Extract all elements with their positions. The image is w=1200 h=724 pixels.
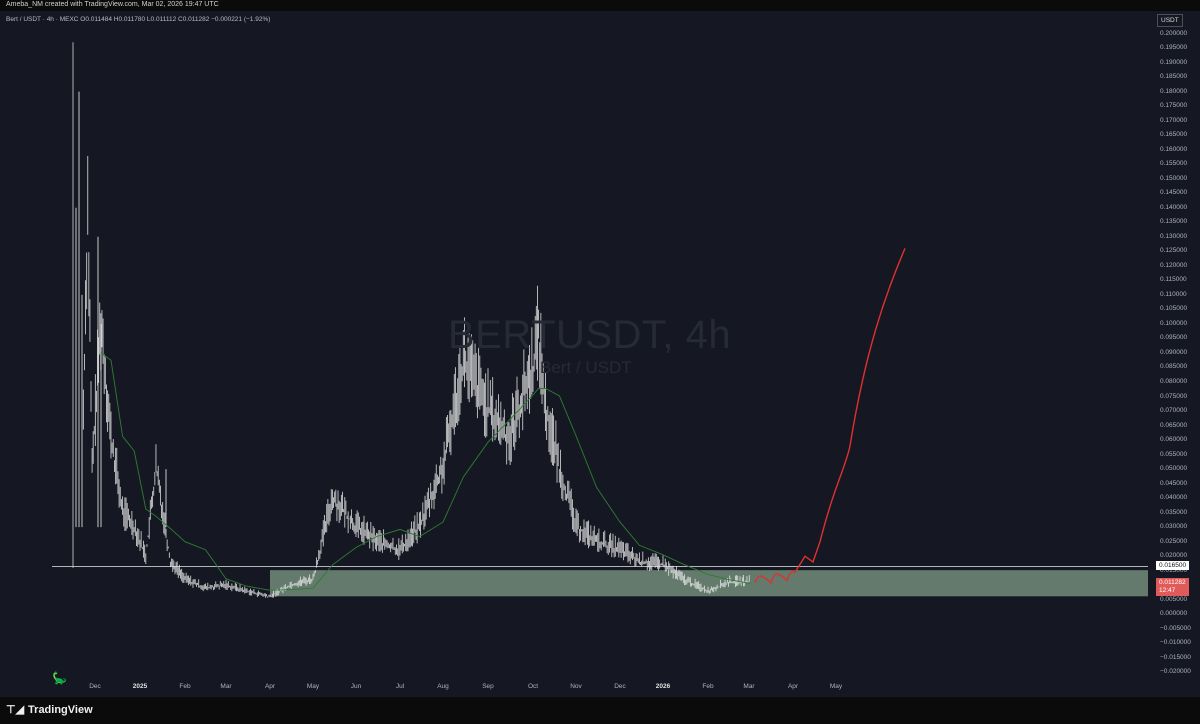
time-axis-label: Nov: [570, 683, 582, 690]
time-axis-label: May: [829, 683, 843, 690]
tv-logo-icon: ⊤◢: [6, 704, 25, 716]
price-axis-label: 0.085000: [1160, 363, 1188, 371]
ohlc-values: O0.011484 H0.011780 L0.011112 C0.011282 …: [80, 16, 271, 23]
price-axis-label: 0.135000: [1160, 218, 1188, 226]
price-axis-label: 0.075000: [1160, 392, 1188, 400]
time-axis-label: Apr: [264, 683, 276, 690]
price-axis-label: 0.175000: [1160, 102, 1188, 110]
price-axis-label: 0.005000: [1160, 595, 1188, 603]
price-axis-label: 0.155000: [1160, 160, 1188, 168]
price-axis-label: 0.030000: [1160, 523, 1188, 531]
time-axis-label: Feb: [179, 683, 191, 690]
price-axis-label: 0.180000: [1160, 87, 1188, 95]
price-axis-label: 0.165000: [1160, 131, 1188, 139]
price-axis-label: 0.100000: [1160, 319, 1188, 327]
moving-average-line: [100, 352, 751, 591]
price-axis-label: 0.070000: [1160, 407, 1188, 415]
price-axis-label: 0.050000: [1160, 465, 1188, 473]
price-axis-label: 0.080000: [1160, 377, 1188, 385]
time-axis-label: Apr: [787, 683, 799, 690]
time-axis-label: Jun: [350, 683, 362, 690]
price-axis-label: 0.045000: [1160, 479, 1188, 487]
time-axis-label: May: [306, 683, 320, 690]
price-axis-label: 0.040000: [1160, 494, 1188, 502]
price-axis-label: 0.140000: [1160, 203, 1188, 211]
time-axis-label: Feb: [702, 683, 714, 690]
price-axis-label: 0.035000: [1160, 508, 1188, 516]
price-axis-label: 0.125000: [1160, 247, 1188, 255]
price-axis-label: 0.095000: [1160, 334, 1188, 342]
price-axis-label: 0.110000: [1160, 290, 1187, 298]
price-axis-label: 0.020000: [1160, 552, 1188, 560]
symbol-legend: Bert / USDT · 4h · MEXC O0.011484 H0.011…: [6, 16, 270, 23]
last-price-tag: 0.011282 12:47: [1156, 578, 1189, 596]
time-axis-label: Mar: [220, 683, 232, 690]
price-axis-label: 0.145000: [1160, 189, 1188, 197]
price-axis-label: −0.015000: [1160, 653, 1191, 661]
price-axis-label: 0.185000: [1160, 73, 1188, 81]
price-axis-label: 0.200000: [1160, 29, 1188, 37]
price-axis-label: 0.055000: [1160, 450, 1188, 458]
top-caption-bar: Ameba_NM created with TradingView.com, M…: [0, 0, 1200, 11]
symbol-watermark-subtitle: Bert / USDT: [540, 358, 632, 377]
price-axis-label: 0.000000: [1160, 610, 1188, 618]
price-axis-label: 0.130000: [1160, 232, 1188, 240]
brand-name: TradingView: [28, 703, 93, 716]
price-axis-label: 0.150000: [1160, 174, 1188, 182]
price-axis-label: 0.025000: [1160, 537, 1188, 545]
price-axis-label: 0.170000: [1160, 116, 1188, 124]
chart-pane[interactable]: Bert / USDT · 4h · MEXC O0.011484 H0.011…: [0, 11, 1200, 697]
price-axis-label: 0.090000: [1160, 348, 1188, 356]
price-axis-label: −0.010000: [1160, 639, 1191, 647]
time-axis-label: Aug: [437, 683, 449, 690]
time-axis-label: Mar: [743, 683, 755, 690]
projection-path: [754, 248, 906, 585]
time-axis-label: Dec: [614, 683, 626, 690]
footer-bar: ⊤◢ TradingView: [0, 697, 1200, 724]
bar-countdown: 12:47: [1159, 587, 1176, 594]
time-axis-label: Sep: [482, 683, 494, 690]
price-chart-canvas[interactable]: [0, 11, 1148, 697]
price-axis-label: 0.190000: [1160, 58, 1188, 66]
dino-icon: 🦕: [52, 671, 67, 685]
price-axis-label: 0.115000: [1160, 276, 1187, 284]
price-axis-label: 0.120000: [1160, 261, 1188, 269]
currency-label[interactable]: USDT: [1157, 14, 1183, 27]
time-axis-label: Oct: [527, 683, 539, 690]
time-axis-label: 2025: [132, 683, 148, 690]
resistance-level-tag: 0.016500: [1156, 561, 1190, 570]
tradingview-logo: ⊤◢ TradingView: [6, 703, 93, 717]
time-axis-label: 2026: [655, 683, 671, 690]
price-axis-label: −0.005000: [1160, 624, 1191, 632]
symbol-watermark: BERTUSDT, 4h: [448, 313, 732, 357]
price-axis-label: 0.015000: [1160, 566, 1188, 574]
symbol-info: Bert / USDT · 4h · MEXC: [6, 16, 79, 23]
time-axis-label: Dec: [89, 683, 101, 690]
price-axis-label: 0.105000: [1160, 305, 1188, 313]
last-price-value: 0.011282: [1159, 579, 1186, 586]
price-axis-label: 0.060000: [1160, 436, 1188, 444]
price-axis-label: 0.065000: [1160, 421, 1188, 429]
price-axis-label: −0.020000: [1160, 668, 1191, 676]
price-axis[interactable]: USDT 0.200000 0.195000 0.190000 0.185000 0.1…: [1148, 11, 1200, 697]
author-caption: Ameba_NM created with TradingView.com, M…: [6, 1, 219, 8]
price-axis-label: 0.160000: [1160, 145, 1188, 153]
time-axis-label: Jul: [395, 683, 405, 690]
price-axis-label: 0.195000: [1160, 44, 1188, 52]
